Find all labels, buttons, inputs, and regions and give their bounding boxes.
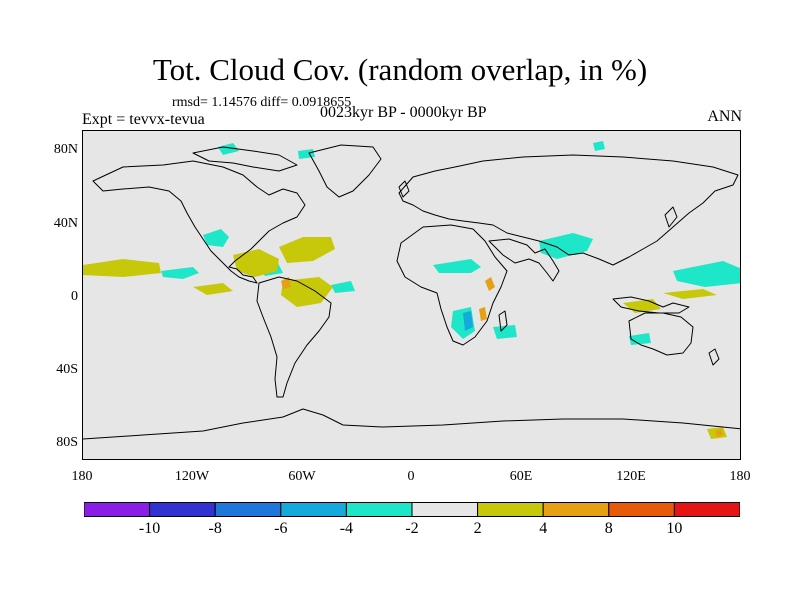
anomaly-cyan [493,325,517,339]
world-map [82,130,741,460]
anomaly-orange [281,277,291,289]
lon-label: 180 [71,469,93,484]
lat-label: 80N [53,142,78,157]
anomaly-yellow [193,283,233,295]
colorbar-swatch [149,502,216,517]
anomaly-orange [485,277,495,291]
colorbar-label: -8 [208,520,222,537]
coastline-australia [628,312,694,356]
colorbar-label: 2 [473,520,482,537]
colorbar-swatch [608,502,675,517]
anomaly-patches [83,141,740,439]
anomaly-cyan [629,333,651,345]
lat-label: 40N [53,216,78,231]
lon-label: 180 [729,469,751,484]
anomaly-yellow [279,237,335,263]
coastline-eurasia [398,154,739,266]
coastline-south-america [256,276,332,398]
colorbar [84,502,740,517]
stats-label: rmsd= 1.14576 diff= 0.0918655 [172,95,352,110]
anomaly-cyan [433,259,481,273]
lat-label: 40S [56,362,78,377]
lat-label: 80S [56,435,78,450]
anomaly-cyan [539,233,593,259]
lon-label: 60E [509,469,533,484]
anomaly-cyan [463,311,473,331]
colorbar-swatch [411,502,479,517]
anomaly-cyan [298,149,315,159]
colorbar-swatch [477,502,544,517]
colorbar-label: 8 [604,520,613,537]
lon-label: 120E [616,469,646,484]
anomaly-cyan [673,261,740,287]
coastline-japan [664,206,678,228]
lon-label: 0 [407,469,415,484]
colorbar-swatch [542,502,610,517]
anomaly-yellow [233,249,279,277]
coastline-greenland [308,144,382,198]
anomaly-orange [479,307,487,321]
colorbar-label: -6 [274,520,288,537]
colorbar-swatches [84,502,740,517]
colorbar-label: 4 [539,520,548,537]
colorbar-swatch [280,502,347,517]
colorbar-swatch [345,502,413,517]
anomaly-orange [715,429,723,437]
colorbar-label: -4 [339,520,354,537]
coastline-north-america [92,160,306,284]
anomaly-cyan [331,281,355,293]
anomaly-cyan [218,143,239,155]
colorbar-label: 10 [666,520,683,537]
lon-label: 120W [174,469,210,484]
coastline-new-zealand [708,348,720,366]
coastline-africa [396,224,508,346]
coastlines [83,144,740,440]
anomaly-cyan [593,141,605,151]
coastline-south-asia [488,238,560,282]
lat-label: 0 [71,289,78,304]
coastline-british-isles [398,180,410,198]
anomaly-cyan [161,267,199,279]
coastline-madagascar [498,310,508,332]
plot-title: Tot. Cloud Cov. (random overlap, in %) [152,52,648,87]
anomaly-yellow [83,259,161,277]
coastline-arctic-islands [192,146,298,172]
coastline-indonesia [612,296,690,314]
colorbar-label: -2 [405,520,419,537]
season-label: ANN [707,108,742,125]
colorbar-swatch [673,502,740,517]
map-canvas [83,141,740,440]
period-subtitle: 0023kyr BP - 0000kyr BP [320,104,487,121]
colorbar-swatch [214,502,282,517]
coastline-antarctica [83,408,740,440]
colorbar-swatch [84,502,151,517]
lon-label: 60W [288,469,316,484]
colorbar-label: -10 [138,520,161,537]
anomaly-yellow [281,277,333,307]
experiment-label: Expt = tevvx-tevua [82,111,205,128]
anomaly-yellow [663,289,717,299]
anomaly-cyan [203,229,229,247]
